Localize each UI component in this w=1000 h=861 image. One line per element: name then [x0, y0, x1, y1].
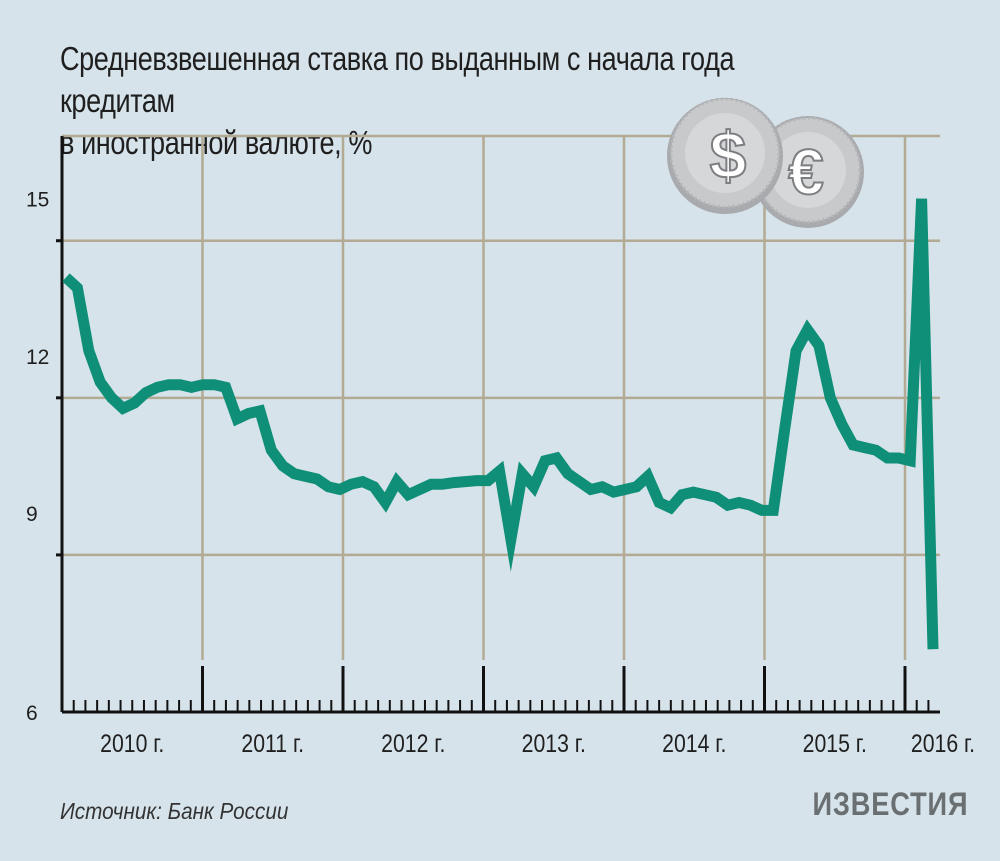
axes	[56, 136, 940, 714]
x-axis-ticks: 2010 г. 2011 г. 2012 г. 2013 г. 2014 г. 2015 …	[100, 729, 975, 757]
x-tick-label: 2014 г.	[662, 729, 726, 757]
chart-title-line-2: в иностранной валюте, %	[60, 124, 373, 161]
source-note: Источник: Банк России	[60, 798, 289, 824]
coins-illustration: € $	[667, 97, 864, 228]
chart-title: Средневзвешенная ставка по выданным с на…	[60, 38, 782, 164]
x-tick-label: 2011 г.	[241, 729, 304, 757]
svg-text:$: $	[710, 118, 747, 192]
x-tick-label: 2012 г.	[381, 729, 445, 757]
y-tick-label: 15	[26, 189, 49, 212]
x-tick-label: 2015 г.	[803, 729, 867, 757]
x-tick-label: 2010 г.	[100, 729, 164, 757]
y-tick-label: 12	[26, 346, 49, 369]
grid	[62, 134, 940, 660]
y-tick-label: 9	[26, 503, 38, 526]
y-tick-label: 6	[26, 702, 38, 725]
x-tick-label: 2013 г.	[522, 729, 586, 757]
publisher-logo: ИЗВЕСТИЯ	[812, 786, 968, 822]
euro-coin-icon: €	[752, 116, 864, 228]
dollar-coin-icon: $	[667, 97, 783, 214]
series-line	[62, 198, 939, 650]
y-axis-ticks: 6 9 12 15	[26, 189, 49, 725]
chart-title-line-1: Средневзвешенная ставка по выданным с на…	[60, 40, 735, 119]
svg-text:€: €	[788, 136, 824, 208]
x-tick-label: 2016 г.	[911, 729, 975, 757]
